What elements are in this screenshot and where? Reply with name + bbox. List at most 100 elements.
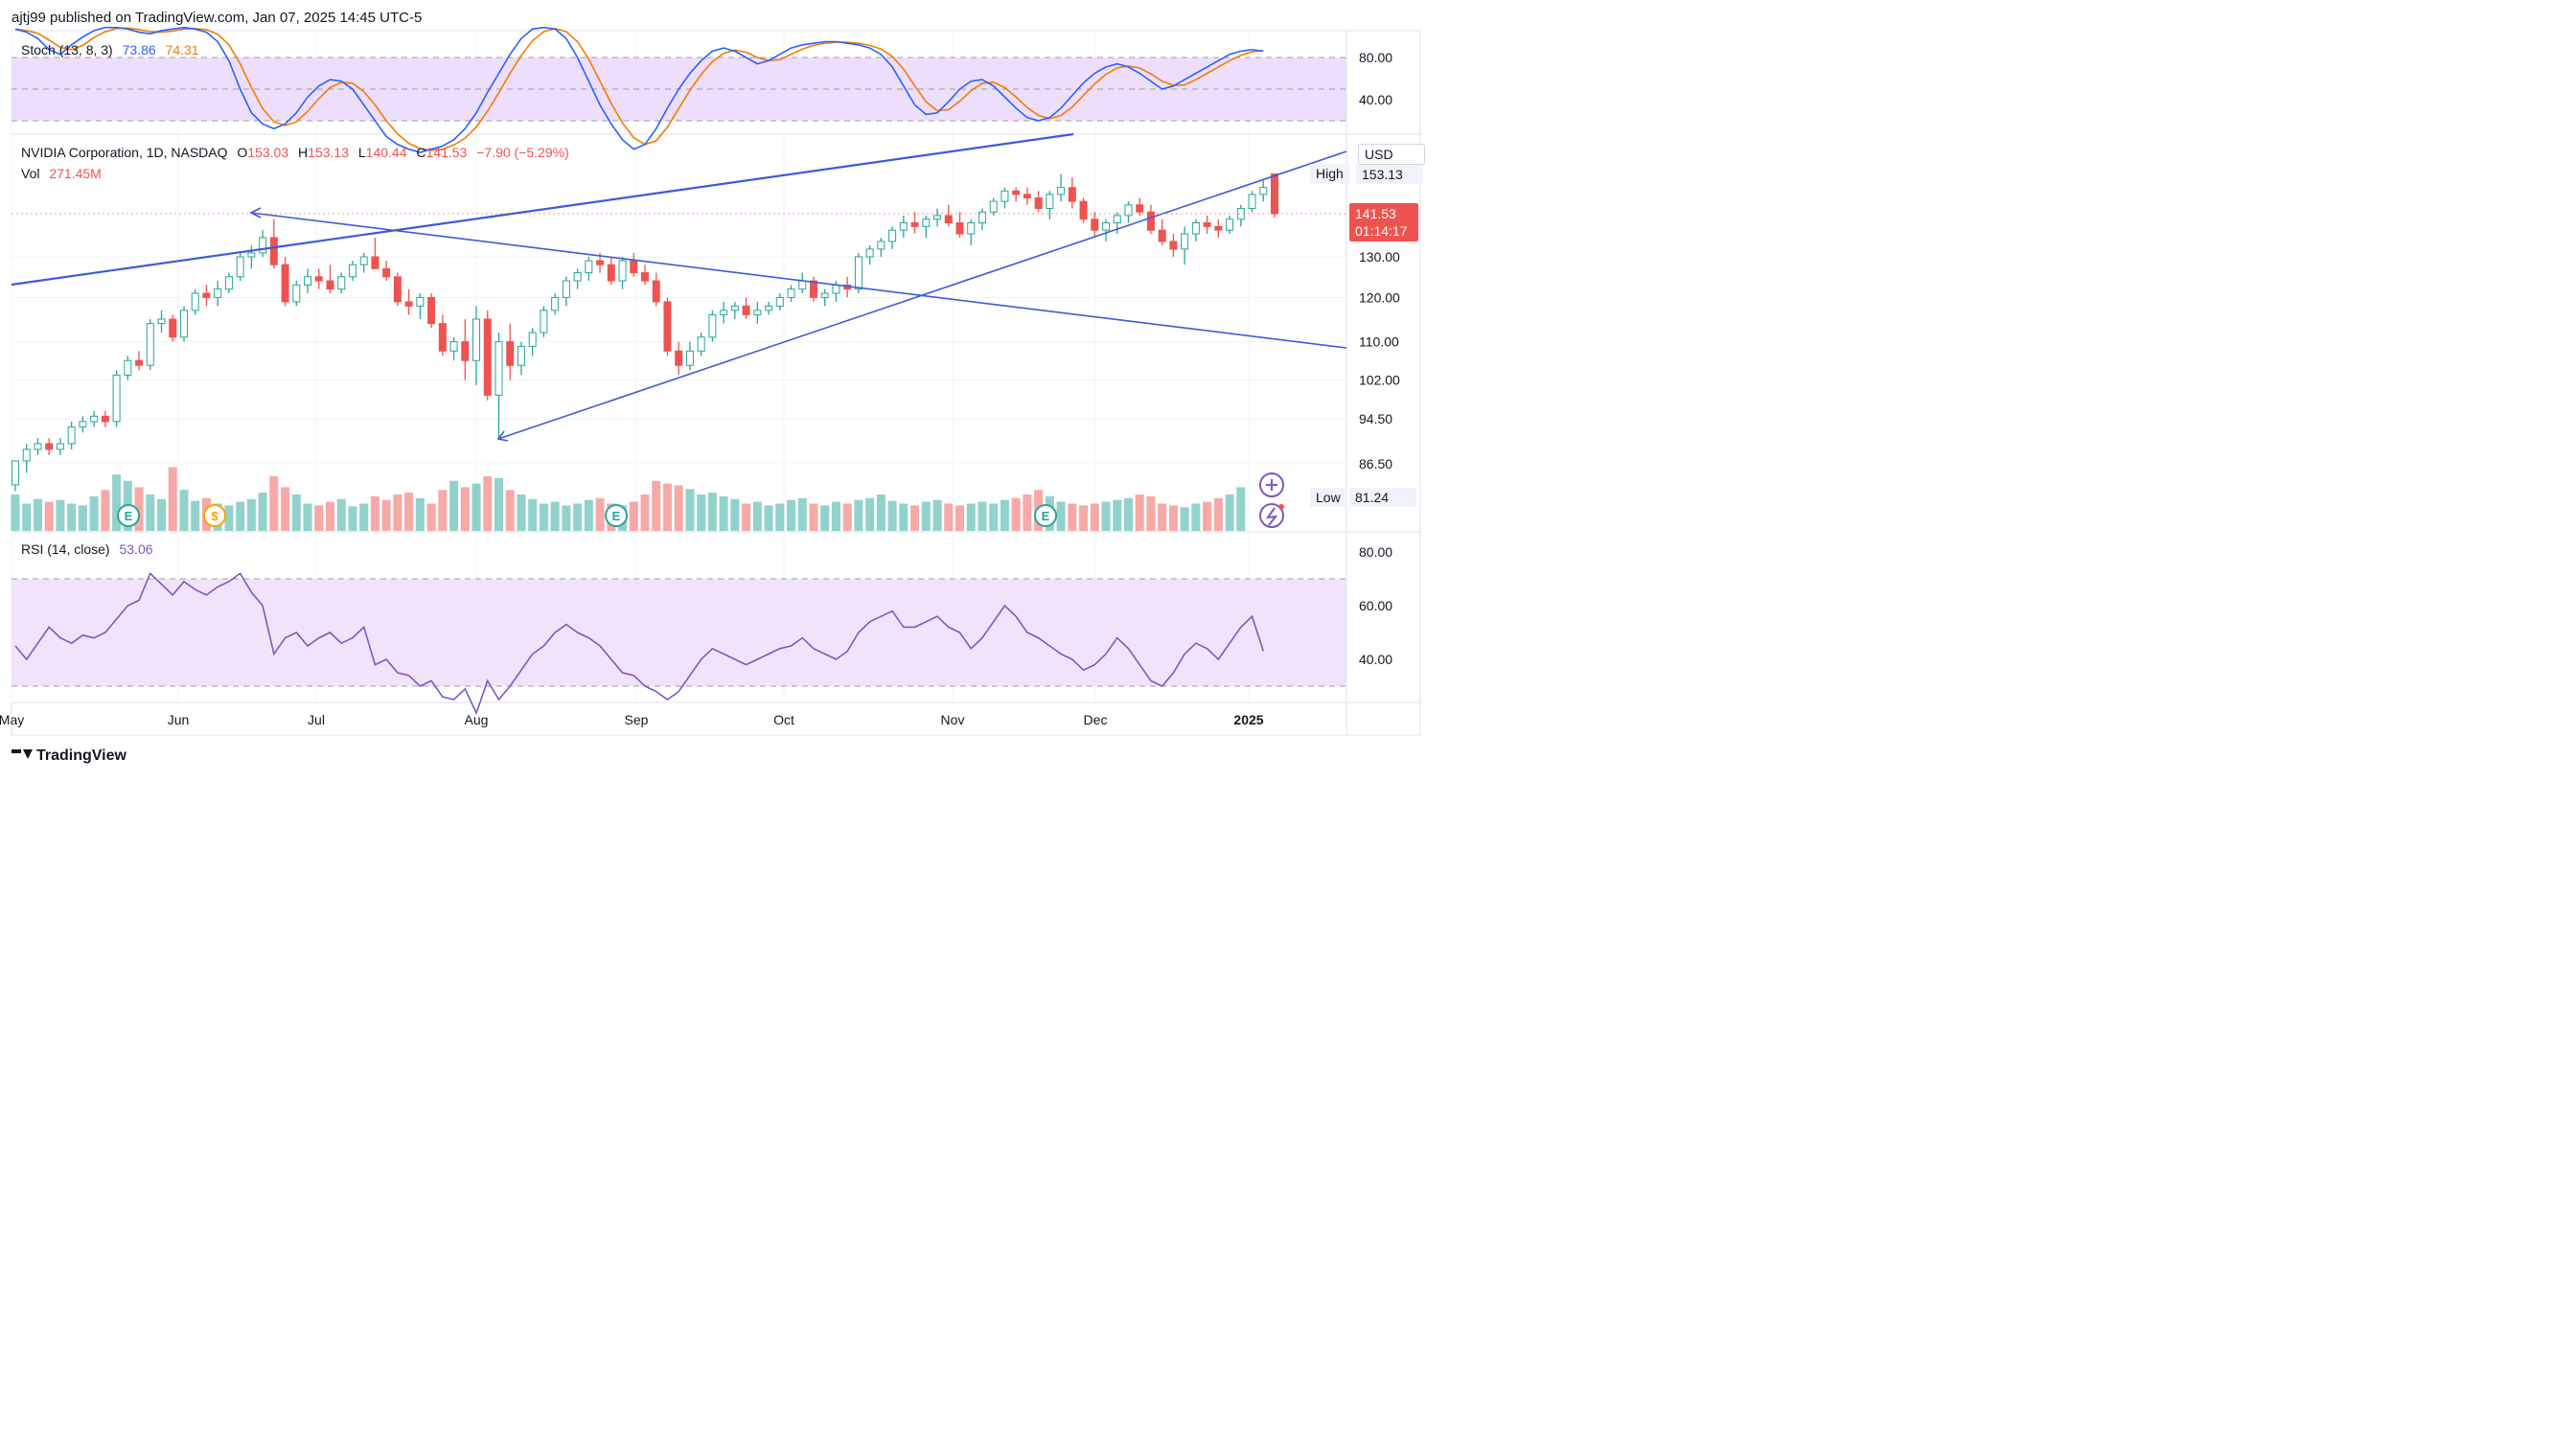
candle-body: [416, 296, 425, 307]
volume-bar: [326, 501, 334, 531]
candle-body: [753, 310, 762, 315]
volume-bar: [775, 503, 785, 531]
earnings-marker: [117, 504, 140, 527]
volume-bar: [865, 497, 875, 531]
candle-body: [1248, 194, 1256, 209]
volume-bar: [112, 474, 122, 531]
volume-legend[interactable]: Vol 271.45M: [21, 166, 107, 181]
volume-bar: [944, 503, 954, 531]
volume-bar: [404, 493, 414, 531]
candle-body: [1271, 173, 1278, 215]
candle-body: [765, 305, 773, 311]
candle-body: [393, 276, 402, 303]
main-legend[interactable]: NVIDIA Corporation, 1D, NASDAQ O153.03 H…: [21, 145, 575, 160]
candle-body: [922, 218, 931, 227]
rsi-band: [12, 578, 1346, 687]
volume-bar: [415, 497, 425, 531]
volume-bar: [528, 498, 538, 531]
candle-body: [146, 323, 154, 366]
candle-body: [989, 200, 998, 213]
candles: [12, 173, 1278, 492]
volume-bar: [809, 503, 818, 531]
candle-body: [224, 276, 233, 290]
price-tick-label: 120.00: [1359, 289, 1400, 305]
rsi-legend[interactable]: RSI (14, close) 53.06: [21, 541, 159, 557]
volume-bar: [966, 503, 976, 531]
volume-bar: [921, 501, 931, 531]
time-tick-label: Nov: [941, 712, 965, 727]
candle-body: [641, 272, 649, 282]
volume-bar: [314, 505, 324, 531]
volume-bar: [472, 483, 481, 531]
publisher-header: ajtj99 published on TradingView.com, Jan…: [12, 10, 423, 26]
dividend-marker: [203, 504, 226, 527]
volume-bar: [1011, 497, 1021, 531]
candle-body: [1191, 222, 1200, 235]
volume-bar: [291, 494, 301, 531]
volume-bar: [842, 503, 852, 531]
candle-body: [135, 359, 144, 366]
candle-body: [551, 296, 560, 311]
candle-body: [517, 345, 525, 366]
stoch-title: Stoch (13, 8, 3): [21, 42, 113, 58]
candle-body: [427, 296, 436, 325]
volume-bar: [854, 499, 863, 531]
candle-body: [169, 318, 177, 338]
candle-body: [877, 241, 886, 250]
candle-body: [708, 313, 717, 338]
time-tick-label: Dec: [1084, 712, 1108, 727]
candle-body: [675, 350, 683, 366]
volume-bar: [1146, 495, 1156, 531]
candle-body: [371, 256, 380, 269]
candle-body: [12, 460, 19, 486]
candle-body: [461, 341, 470, 361]
candle-body: [967, 222, 976, 235]
candle-body: [494, 341, 503, 396]
volume-bar: [370, 495, 380, 531]
tradingview-logo[interactable]: TradingView: [12, 748, 126, 765]
candle-body: [269, 237, 278, 265]
volume-bar: [899, 503, 908, 531]
candle-body: [978, 211, 986, 224]
candle-body: [281, 264, 289, 303]
candle-body: [1057, 187, 1066, 196]
ohlc-open: O153.03: [237, 145, 289, 160]
volume-bar: [764, 505, 773, 531]
candle-body: [1181, 233, 1189, 250]
volume-bar: [67, 503, 77, 531]
candle-body: [1046, 194, 1054, 209]
time-tick-label: Aug: [465, 712, 489, 727]
volume-bar: [438, 490, 448, 531]
volume-bar: [1090, 503, 1099, 531]
volume-bar: [449, 480, 459, 531]
price-tick-label: 94.50: [1359, 411, 1392, 426]
candle-body: [348, 264, 356, 278]
volume-bar: [1158, 503, 1167, 531]
candle-body: [652, 280, 660, 303]
volume-bar: [1168, 505, 1178, 531]
candle-body: [540, 310, 548, 334]
candle-body: [56, 443, 64, 450]
trendline-upper: [11, 132, 1074, 287]
volume-bar: [539, 503, 548, 531]
candle-body: [562, 280, 570, 298]
volume-bar: [1203, 501, 1212, 531]
candle-body: [618, 260, 627, 282]
symbol-label: NVIDIA Corporation, 1D, NASDAQ: [21, 145, 228, 160]
lightning-icon-bolt: [1265, 507, 1278, 526]
volume-bar: [78, 505, 87, 531]
candle-body: [1169, 241, 1178, 250]
candle-body: [809, 280, 817, 298]
volume-bar: [932, 499, 942, 531]
currency-badge[interactable]: USD: [1358, 144, 1425, 165]
candle-body: [865, 248, 874, 258]
candle-body: [1091, 218, 1099, 231]
volume-bar: [697, 494, 706, 531]
volume-bar: [269, 476, 279, 531]
volume-bar: [978, 501, 987, 531]
volume-bar: [629, 501, 638, 531]
stoch-legend[interactable]: Stoch (13, 8, 3) 73.86 74.31: [21, 42, 205, 58]
volume-bar: [146, 494, 155, 531]
candle-body: [955, 222, 964, 235]
